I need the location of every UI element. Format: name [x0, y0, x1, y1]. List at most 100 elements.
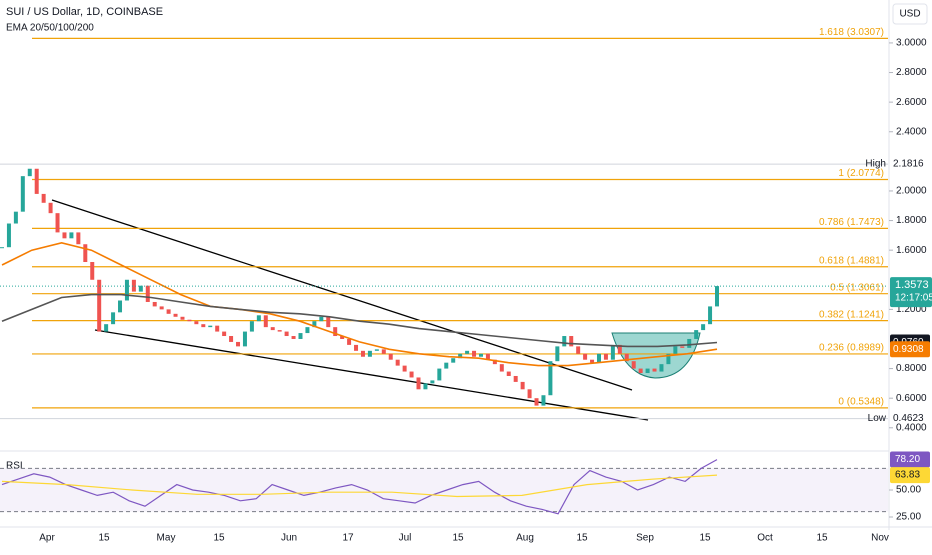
- candle: [701, 324, 706, 331]
- candle: [708, 306, 713, 325]
- candle: [444, 362, 449, 369]
- candle: [659, 364, 664, 372]
- candle: [388, 353, 393, 360]
- x-tick-label: 15: [576, 533, 588, 544]
- candle: [41, 193, 46, 203]
- rsi-badge-label: 63.83: [895, 470, 920, 481]
- candle: [472, 350, 477, 357]
- currency-button[interactable]: [892, 3, 928, 25]
- fib-label: 0.382 (1.1241): [819, 309, 884, 320]
- candle: [131, 279, 136, 292]
- currency[interactable]: USD: [899, 9, 920, 20]
- candle: [715, 286, 719, 307]
- price-badge: [890, 341, 930, 358]
- last-price-badge: [890, 277, 932, 308]
- candle: [638, 368, 643, 374]
- candle: [645, 368, 650, 374]
- candle: [55, 213, 60, 233]
- rsi-values-line: [1, 459, 718, 515]
- candle: [541, 395, 546, 406]
- candle: [34, 168, 39, 194]
- y-tick-label: 0.4000: [896, 422, 927, 433]
- candle: [69, 232, 74, 239]
- high-text: High: [865, 159, 886, 170]
- y-tick-label: 2.6000: [896, 97, 927, 108]
- candle: [381, 349, 386, 354]
- candle: [347, 338, 352, 345]
- y-tick-label: 2.0000: [896, 186, 927, 197]
- indicator-title: EMA 20/50/100/200: [6, 23, 94, 34]
- candle: [159, 306, 164, 310]
- x-tick-label: 15: [699, 533, 711, 544]
- candle: [492, 359, 497, 365]
- fib-label: 1.618 (3.0307): [819, 27, 884, 38]
- candle: [312, 321, 317, 328]
- candle: [263, 315, 268, 328]
- ema-line: [1, 241, 718, 367]
- candle: [201, 324, 206, 328]
- last-price-label: 1.3573: [895, 279, 929, 291]
- x-tick-label: 15: [816, 533, 828, 544]
- candle: [694, 330, 699, 339]
- candle: [166, 309, 171, 314]
- candle: [673, 346, 678, 354]
- candle: [62, 232, 67, 239]
- candle: [194, 321, 199, 325]
- candle: [222, 331, 227, 337]
- rsi-badge: [890, 451, 930, 468]
- x-tick-label: Jul: [399, 533, 412, 544]
- candle: [104, 324, 109, 332]
- candle: [631, 361, 636, 369]
- candle: [249, 321, 254, 332]
- x-tick-label: Oct: [757, 533, 773, 544]
- countdown: 12:17:05: [895, 293, 932, 304]
- candle: [97, 279, 102, 332]
- candle: [326, 316, 331, 328]
- candle: [270, 327, 275, 331]
- candle: [360, 350, 365, 357]
- rsi-title: RSI: [6, 461, 23, 472]
- rsi-tick-label: 25.00: [896, 512, 921, 523]
- candle: [298, 333, 303, 339]
- candle: [548, 361, 553, 396]
- fib-label: 0.236 (0.8989): [819, 343, 884, 354]
- candle: [666, 353, 671, 365]
- candle: [395, 359, 400, 366]
- candle: [603, 353, 608, 360]
- y-tick-label: 3.0000: [896, 38, 927, 49]
- y-tick-label: 0.8000: [896, 363, 927, 374]
- trend-line-lower: [94, 329, 649, 421]
- candle: [617, 344, 622, 354]
- candle: [416, 377, 421, 390]
- rsi-tick-label: 50.00: [896, 485, 921, 496]
- candle: [534, 398, 539, 406]
- candle: [652, 368, 657, 372]
- candle: [145, 285, 150, 302]
- candle: [208, 325, 213, 328]
- candle: [610, 344, 615, 360]
- x-tick-label: Sep: [636, 533, 654, 544]
- candle: [277, 330, 282, 332]
- candle: [499, 364, 504, 372]
- candle: [430, 380, 435, 384]
- candle: [624, 353, 629, 362]
- candle: [402, 365, 407, 372]
- fib-label: 0 (0.5348): [838, 396, 884, 407]
- candle: [187, 319, 192, 322]
- candle: [562, 336, 567, 347]
- rsi-badge-label: 78.20: [895, 454, 920, 465]
- x-tick-label: 15: [452, 533, 464, 544]
- x-tick-label: Jun: [281, 533, 297, 544]
- candle: [451, 358, 456, 363]
- candle: [236, 341, 241, 347]
- candle: [555, 346, 560, 362]
- y-tick-label: 1.2000: [896, 304, 927, 315]
- low-text: Low: [868, 413, 887, 424]
- candle: [485, 353, 490, 360]
- candle: [520, 381, 525, 390]
- candle: [13, 211, 18, 224]
- candle: [0, 247, 4, 249]
- candle: [242, 331, 247, 347]
- candle: [291, 336, 296, 339]
